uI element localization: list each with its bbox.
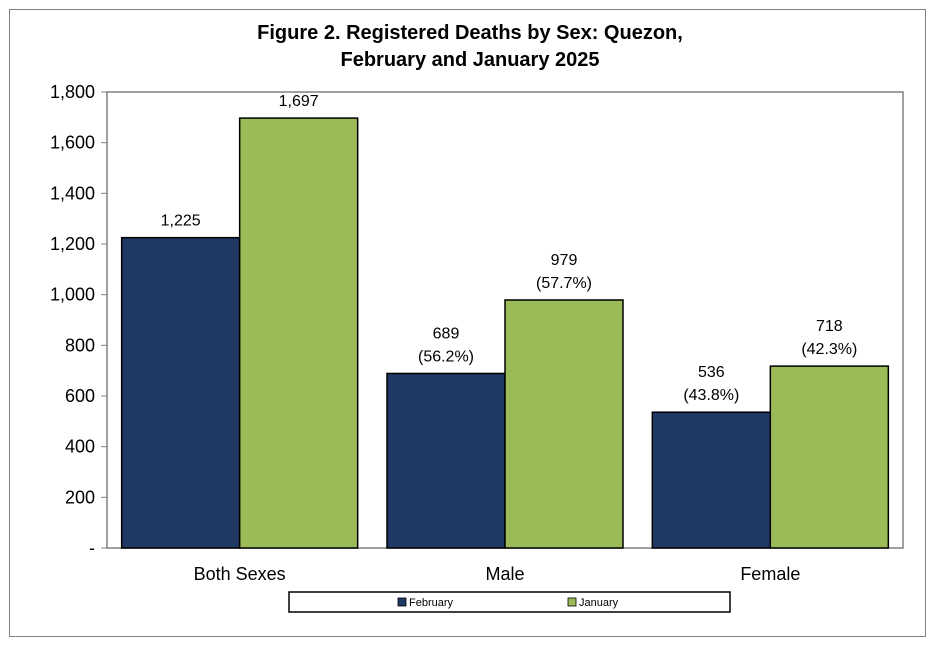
legend-box (288, 591, 731, 613)
data-label: (43.8%) (683, 387, 739, 404)
legend-label-january: January (579, 597, 619, 609)
data-label: 1,697 (279, 93, 319, 110)
data-label: (42.3%) (801, 341, 857, 358)
y-tick-label: - (89, 538, 95, 558)
bar-january (238, 117, 359, 549)
y-tick-label: 1,200 (50, 234, 95, 254)
bar-january (769, 365, 890, 549)
bar-january (504, 299, 624, 549)
legend-swatch-february (397, 597, 407, 607)
bar-february (651, 411, 772, 549)
data-label: 1,225 (161, 213, 201, 230)
y-tick-label: 400 (65, 437, 95, 457)
y-tick-label: 200 (65, 487, 95, 507)
legend-label-february: February (409, 597, 454, 609)
y-tick-label: 1,400 (50, 183, 95, 203)
y-tick-label: 1,600 (50, 133, 95, 153)
data-label: 718 (816, 318, 843, 335)
data-label: 536 (698, 364, 725, 381)
x-category-label: Female (740, 564, 800, 584)
chart-title-line-2: February and January 2025 (340, 49, 600, 71)
y-tick-label: 800 (65, 335, 95, 355)
data-label: 979 (551, 252, 578, 269)
x-category-label: Male (485, 564, 524, 584)
chart-title: Figure 2. Registered Deaths by Sex: Quez… (0, 20, 940, 74)
chart-title-line-1: Figure 2. Registered Deaths by Sex: Quez… (257, 22, 683, 44)
x-category-label: Both Sexes (194, 564, 286, 584)
data-label: 689 (433, 325, 460, 342)
data-label: (57.7%) (536, 275, 592, 292)
bar-february (386, 372, 506, 549)
data-label: (56.2%) (418, 348, 474, 365)
y-tick-label: 1,800 (50, 82, 95, 102)
bar-february (120, 236, 241, 549)
legend-swatch-january (567, 597, 577, 607)
y-tick-label: 600 (65, 386, 95, 406)
y-tick-label: 1,000 (50, 285, 95, 305)
